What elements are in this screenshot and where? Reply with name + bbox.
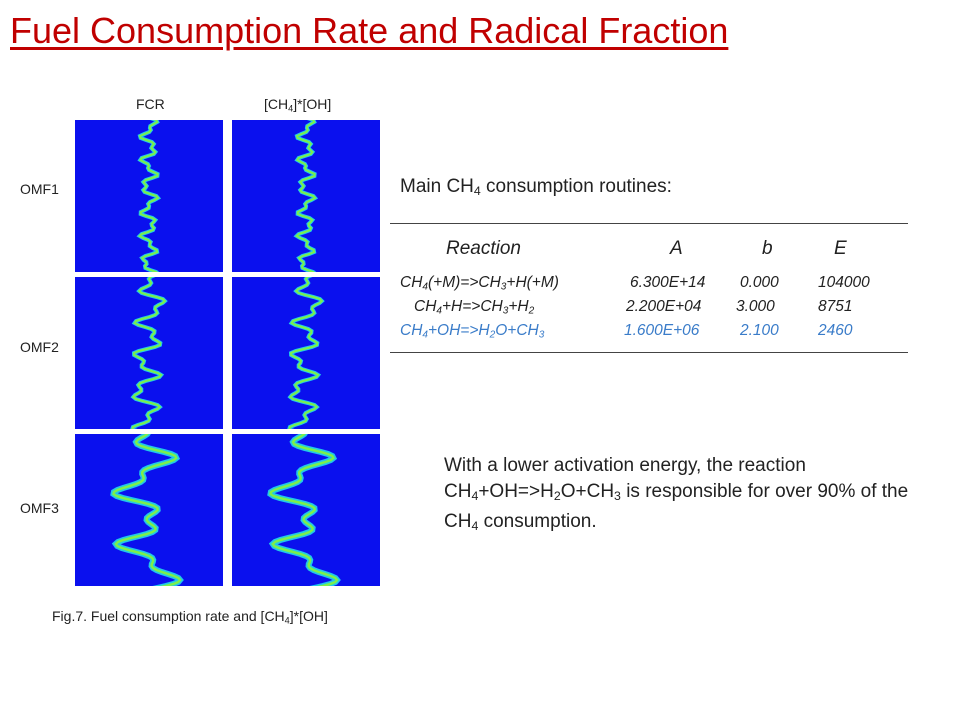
table-top-rule bbox=[390, 223, 908, 224]
panel-ch4-oh-omf3 bbox=[232, 434, 380, 586]
table-row-highlighted: CH4+OH=>H2O+CH3 1.600E+06 2.100 2460 bbox=[390, 320, 908, 344]
panel-fcr-omf3 bbox=[75, 434, 223, 586]
table-bottom-rule bbox=[390, 352, 908, 353]
row-label-omf3: OMF3 bbox=[20, 500, 59, 516]
header-reaction: Reaction bbox=[446, 238, 521, 259]
table-heading: Main CH4 consumption routines: bbox=[400, 176, 672, 199]
slide-title: Fuel Consumption Rate and Radical Fracti… bbox=[10, 10, 729, 51]
reaction-cell: CH4+OH=>H2O+CH3 bbox=[400, 322, 545, 341]
reaction-cell: CH4+H=>CH3+H2 bbox=[414, 298, 535, 317]
reaction-table: Reaction A b E CH4(+M)=>CH3+H(+M) 6.300E… bbox=[390, 223, 908, 353]
conclusion-note: With a lower activation energy, the reac… bbox=[444, 455, 909, 534]
a-cell: 1.600E+06 bbox=[624, 322, 700, 339]
header-a: A bbox=[670, 238, 683, 259]
panel-ch4-oh-omf2 bbox=[232, 277, 380, 429]
row-label-omf2: OMF2 bbox=[20, 339, 59, 355]
header-e: E bbox=[834, 238, 847, 259]
b-cell: 0.000 bbox=[740, 274, 779, 291]
table-row: CH4(+M)=>CH3+H(+M) 6.300E+14 0.000 10400… bbox=[390, 272, 908, 296]
e-cell: 104000 bbox=[818, 274, 870, 291]
panel-ch4-oh-omf1 bbox=[232, 120, 380, 272]
e-cell: 8751 bbox=[818, 298, 853, 315]
b-cell: 2.100 bbox=[740, 322, 779, 339]
panel-fcr-omf2 bbox=[75, 277, 223, 429]
header-b: b bbox=[762, 238, 773, 259]
table-header: Reaction A b E bbox=[390, 224, 908, 272]
row-label-omf1: OMF1 bbox=[20, 181, 59, 197]
b-cell: 3.000 bbox=[736, 298, 775, 315]
panel-fcr-omf1 bbox=[75, 120, 223, 272]
a-cell: 6.300E+14 bbox=[630, 274, 706, 291]
figure-caption: Fig.7. Fuel consumption rate and [CH4]*[… bbox=[52, 608, 328, 626]
column-label-fcr: FCR bbox=[136, 96, 165, 112]
a-cell: 2.200E+04 bbox=[626, 298, 702, 315]
e-cell: 2460 bbox=[818, 322, 853, 339]
reaction-cell: CH4(+M)=>CH3+H(+M) bbox=[400, 274, 559, 293]
table-row: CH4+H=>CH3+H2 2.200E+04 3.000 8751 bbox=[390, 296, 908, 320]
column-label-ch4-oh: [CH4]*[OH] bbox=[264, 96, 332, 114]
